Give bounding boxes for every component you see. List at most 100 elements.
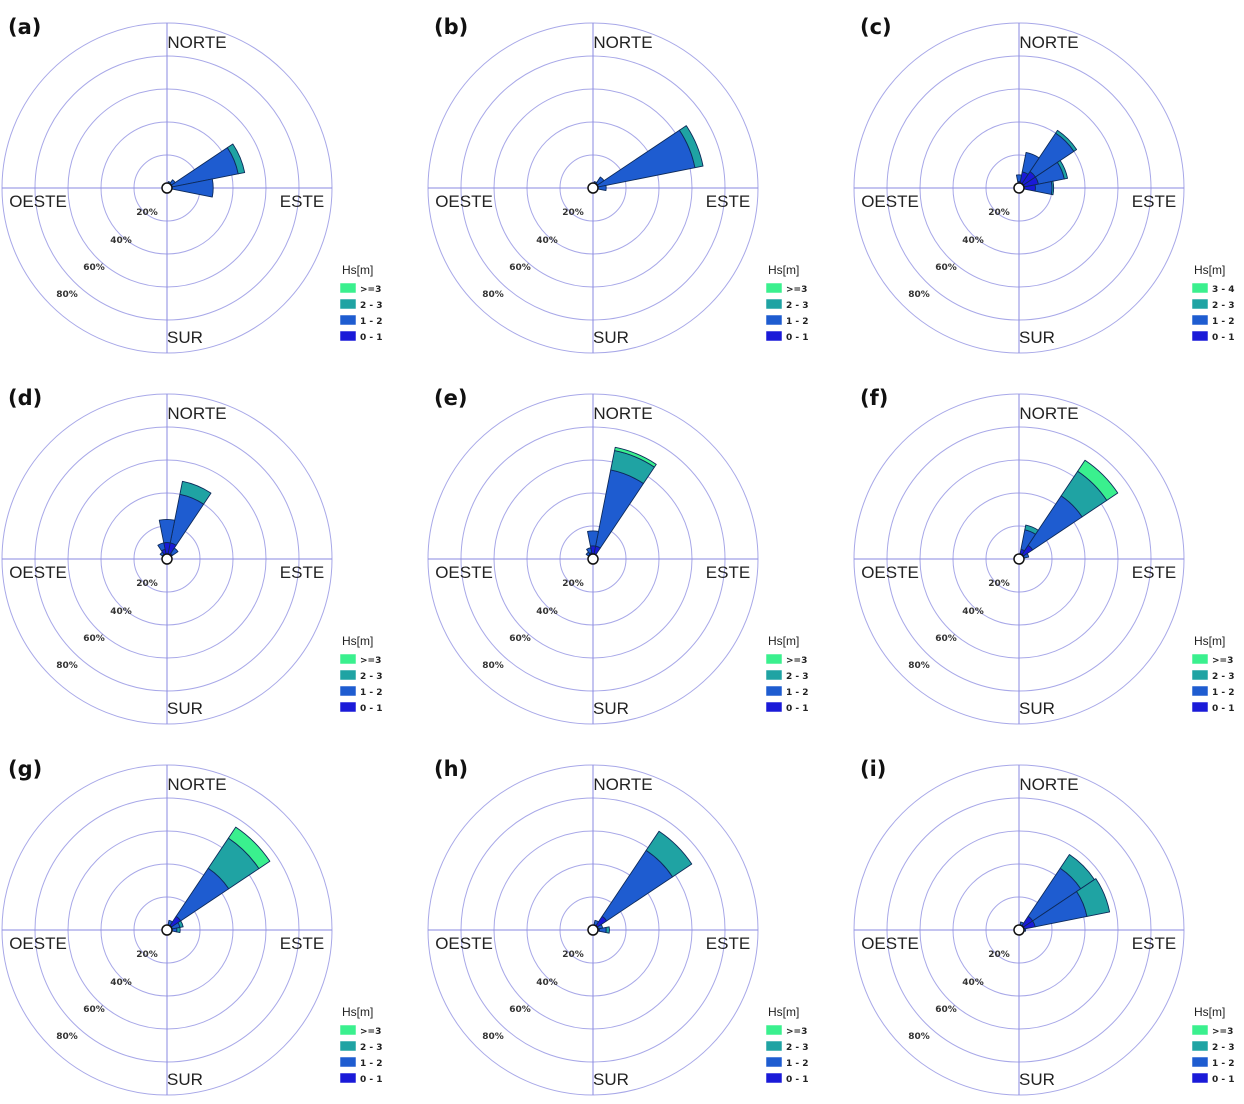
ring-label: 60% — [83, 634, 105, 644]
ring-label: 40% — [110, 236, 132, 246]
wind-rose-panel: (i) NORTE ESTE SUR OESTE 20% 40% 60% 80% Hs[m] >=3… — [852, 742, 1244, 1104]
legend-entry: 2 - 3 — [786, 301, 809, 311]
ring-label: 20% — [562, 579, 584, 589]
ring-label: 20% — [988, 579, 1010, 589]
wind-rose-panel: (a) NORTE ESTE SUR OESTE 20% 40% 60% 80% Hs[m] >=3… — [0, 0, 414, 362]
legend-entry: >=3 — [1212, 656, 1233, 666]
wind-rose-panel: (h) NORTE ESTE SUR OESTE 20% 40% 60% 80% Hs[m] >=3… — [426, 742, 840, 1104]
cardinal-label-east: ESTE — [1132, 934, 1176, 953]
rose-sector-segment — [1055, 129, 1078, 152]
rose-sector-segment — [1024, 524, 1039, 535]
calm-circle — [587, 553, 599, 565]
rose-sector-segment — [179, 480, 212, 505]
cardinal-label-west: OESTE — [861, 192, 919, 211]
ring-label: 80% — [56, 290, 78, 300]
rose-sector-segment — [614, 446, 657, 468]
ring-label: 20% — [988, 950, 1010, 960]
legend-entry: 1 - 2 — [786, 1059, 809, 1069]
rose-sector-segment — [1021, 151, 1040, 175]
legend-swatch — [339, 282, 357, 294]
cardinal-label-west: OESTE — [861, 563, 919, 582]
ring-label: 60% — [935, 634, 957, 644]
ring-label: 20% — [136, 950, 158, 960]
rose-sector-segment — [586, 547, 593, 554]
calm-circle — [161, 553, 173, 565]
cardinal-label-north: NORTE — [1019, 404, 1078, 423]
legend-title: Hs[m] — [342, 1005, 373, 1019]
legend-title: Hs[m] — [342, 263, 373, 277]
wind-rose-panel: (c) NORTE ESTE SUR OESTE 20% 40% 60% 80% Hs[m] 3 -… — [852, 0, 1244, 362]
rose-sector-segment — [587, 530, 599, 547]
legend-entry: 3 - 4 — [1212, 285, 1235, 295]
ring-label: 40% — [110, 607, 132, 617]
panel-label: (b) — [434, 15, 468, 39]
rose-sector-segment — [599, 926, 607, 934]
rose-sector-segment — [176, 926, 181, 934]
cardinal-label-east: ESTE — [706, 934, 750, 953]
panel-label: (c) — [860, 15, 892, 39]
legend-entry: 2 - 3 — [1212, 672, 1235, 682]
legend-entry: 1 - 2 — [1212, 688, 1235, 698]
wind-rose-chart: (b) NORTE ESTE SUR OESTE 20% 40% 60% 80% Hs[m] >=3… — [427, 15, 809, 354]
legend-swatch — [1191, 298, 1209, 310]
rose-sector-segment — [1056, 160, 1068, 180]
legend-entry: >=3 — [360, 1027, 381, 1037]
legend-entry: 2 - 3 — [360, 672, 383, 682]
legend-swatch — [339, 1040, 357, 1052]
cardinal-label-north: NORTE — [167, 33, 226, 52]
cardinal-label-south: SUR — [593, 1070, 629, 1089]
legend-swatch — [1191, 330, 1209, 342]
wind-rose-chart: (d) NORTE ESTE SUR OESTE 20% 40% 60% 80% Hs[m] >=3… — [1, 386, 383, 725]
calm-circle — [1013, 924, 1025, 936]
ring-label: 80% — [56, 661, 78, 671]
ring-label: 40% — [962, 607, 984, 617]
cardinal-label-east: ESTE — [280, 934, 324, 953]
cardinal-label-east: ESTE — [280, 192, 324, 211]
legend-entry: 2 - 3 — [1212, 301, 1235, 311]
legend-swatch — [765, 1056, 783, 1068]
ring-label: 20% — [136, 579, 158, 589]
legend-title: Hs[m] — [1194, 263, 1225, 277]
rose-sector-segment — [1076, 878, 1111, 917]
cardinal-label-south: SUR — [167, 328, 203, 347]
wind-rose-chart: (f) NORTE ESTE SUR OESTE 20% 40% 60% 80% Hs[m] >=3… — [853, 386, 1235, 725]
ring-label: 40% — [110, 978, 132, 988]
legend-swatch — [1191, 669, 1209, 681]
legend-entry: 0 - 1 — [1212, 333, 1235, 343]
legend-entry: 0 - 1 — [1212, 704, 1235, 714]
ring-label: 40% — [962, 236, 984, 246]
legend-swatch — [339, 669, 357, 681]
legend-swatch — [765, 1072, 783, 1084]
rose-sector-segment — [1015, 174, 1023, 182]
ring-label: 60% — [509, 634, 531, 644]
legend-entry: 0 - 1 — [786, 704, 809, 714]
rose-sector-segment — [158, 518, 176, 544]
legend-title: Hs[m] — [768, 634, 799, 648]
cardinal-label-east: ESTE — [1132, 563, 1176, 582]
ring-label: 20% — [562, 208, 584, 218]
cardinal-label-north: NORTE — [1019, 775, 1078, 794]
panel-label: (i) — [860, 757, 886, 781]
cardinal-label-east: ESTE — [706, 563, 750, 582]
rose-sector-segment — [605, 926, 610, 934]
rose-sector-segment — [169, 493, 205, 546]
ring-label: 80% — [56, 1032, 78, 1042]
legend-swatch — [1191, 1072, 1209, 1084]
cardinal-label-west: OESTE — [9, 563, 67, 582]
wind-rose-chart: (i) NORTE ESTE SUR OESTE 20% 40% 60% 80% Hs[m] >=3… — [853, 757, 1235, 1096]
legend-swatch — [765, 653, 783, 665]
legend-swatch — [765, 330, 783, 342]
panel-label: (h) — [434, 757, 468, 781]
ring-label: 20% — [988, 208, 1010, 218]
cardinal-label-west: OESTE — [9, 192, 67, 211]
wind-rose-chart: (g) NORTE ESTE SUR OESTE 20% 40% 60% 80% Hs[m] >=3… — [1, 757, 383, 1096]
legend-entry: 1 - 2 — [1212, 1059, 1235, 1069]
legend-swatch — [1191, 653, 1209, 665]
legend-entry: 1 - 2 — [360, 1059, 383, 1069]
cardinal-label-east: ESTE — [1132, 192, 1176, 211]
legend-swatch — [339, 1072, 357, 1084]
cardinal-label-north: NORTE — [1019, 33, 1078, 52]
legend-title: Hs[m] — [768, 1005, 799, 1019]
legend-swatch — [1191, 1040, 1209, 1052]
